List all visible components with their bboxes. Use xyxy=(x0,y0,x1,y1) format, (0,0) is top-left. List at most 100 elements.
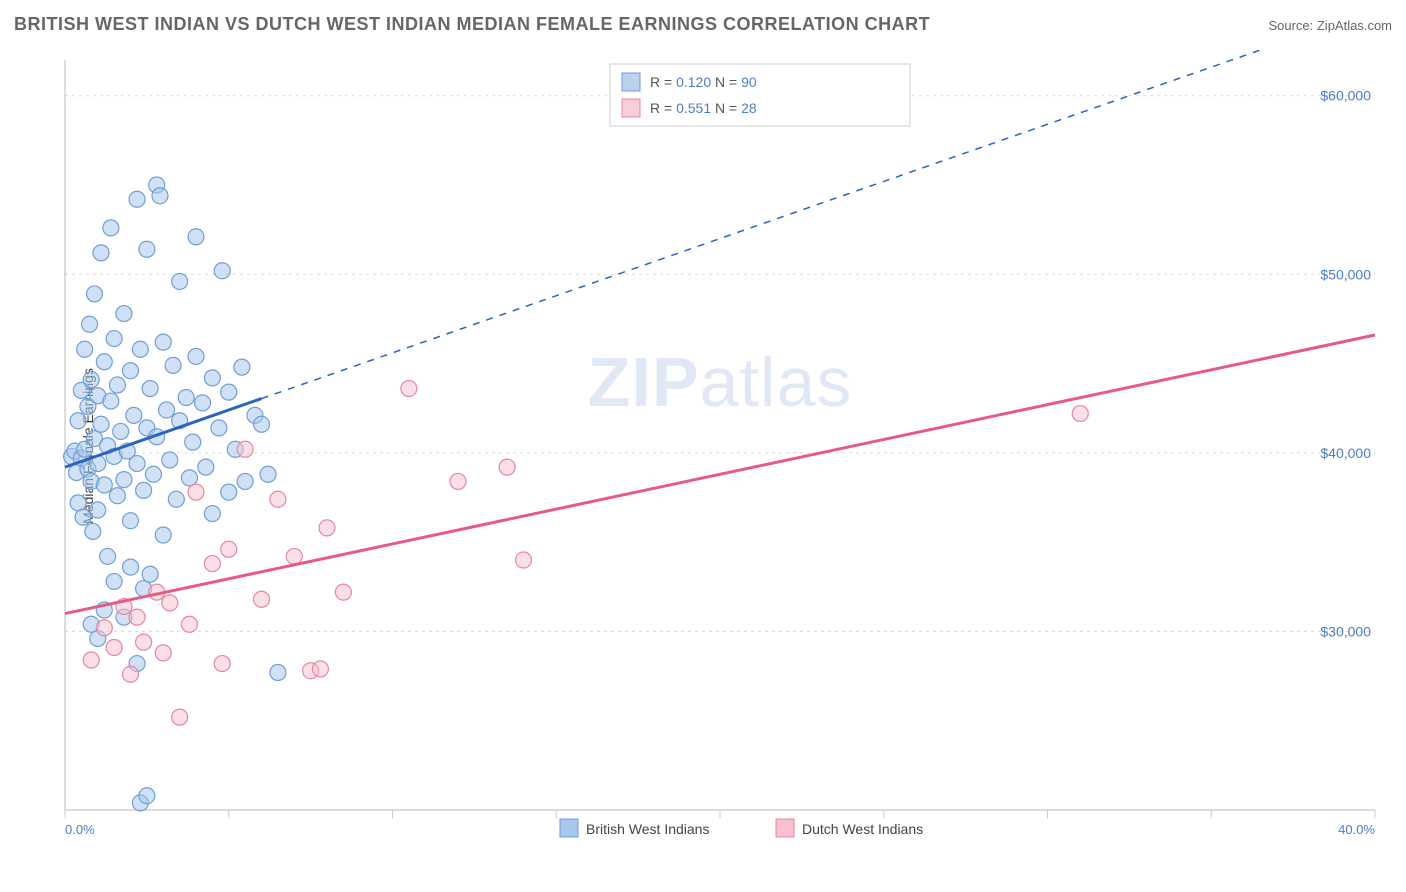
data-point xyxy=(165,357,181,373)
data-point xyxy=(100,548,116,564)
data-point xyxy=(136,482,152,498)
legend-swatch xyxy=(622,99,640,117)
data-point xyxy=(319,520,335,536)
data-point xyxy=(132,341,148,357)
source-label: Source: ZipAtlas.com xyxy=(1268,18,1392,33)
legend-correlation-entry: R = 0.120 N = 90 xyxy=(650,74,757,90)
data-point xyxy=(86,286,102,302)
data-point xyxy=(82,316,98,332)
x-tick-label: 0.0% xyxy=(65,822,95,837)
legend-correlation-entry: R = 0.551 N = 28 xyxy=(650,100,757,116)
data-point xyxy=(204,556,220,572)
data-point xyxy=(106,573,122,589)
data-point xyxy=(123,513,139,529)
data-point xyxy=(129,191,145,207)
data-point xyxy=(70,495,86,511)
data-point xyxy=(93,416,109,432)
data-point xyxy=(103,220,119,236)
data-point xyxy=(286,548,302,564)
data-point xyxy=(254,591,270,607)
plot-svg: 0.0% 40.0% $30,000 $40,000 $50,000 $60,000 R =… xyxy=(55,50,1385,840)
y-tick-label: $30,000 xyxy=(1320,623,1371,639)
data-point xyxy=(198,459,214,475)
data-point xyxy=(204,370,220,386)
data-point xyxy=(103,393,119,409)
data-point xyxy=(129,609,145,625)
data-point xyxy=(109,488,125,504)
x-tick-label: 40.0% xyxy=(1338,822,1375,837)
data-point xyxy=(123,363,139,379)
plot-area: ZIPatlas 0.0%40.0%$30,000$40,000$50,000$… xyxy=(55,50,1385,840)
y-tick-label: $50,000 xyxy=(1320,266,1371,282)
y-tick-label: $60,000 xyxy=(1320,88,1371,104)
data-point xyxy=(109,377,125,393)
data-point xyxy=(195,395,211,411)
data-point xyxy=(96,477,112,493)
data-point xyxy=(214,656,230,672)
data-point xyxy=(221,384,237,400)
legend-series-label: Dutch West Indians xyxy=(802,821,923,837)
data-point xyxy=(106,640,122,656)
data-point xyxy=(401,381,417,397)
data-point xyxy=(113,423,129,439)
data-point xyxy=(116,472,132,488)
data-point xyxy=(168,491,184,507)
series-points xyxy=(83,381,1088,726)
chart-container: BRITISH WEST INDIAN VS DUTCH WEST INDIAN… xyxy=(0,0,1406,892)
data-point xyxy=(96,354,112,370)
data-point xyxy=(270,665,286,681)
data-point xyxy=(178,390,194,406)
data-point xyxy=(77,341,93,357)
data-point xyxy=(335,584,351,600)
data-point xyxy=(139,241,155,257)
data-point xyxy=(516,552,532,568)
data-point xyxy=(254,416,270,432)
data-point xyxy=(83,652,99,668)
data-point xyxy=(312,661,328,677)
legend-swatch xyxy=(776,819,794,837)
y-tick-label: $40,000 xyxy=(1320,445,1371,461)
data-point xyxy=(221,541,237,557)
data-point xyxy=(260,466,276,482)
data-point xyxy=(188,348,204,364)
data-point xyxy=(155,527,171,543)
data-point xyxy=(221,484,237,500)
data-point xyxy=(181,616,197,632)
data-point xyxy=(270,491,286,507)
data-point xyxy=(204,506,220,522)
legend-swatch xyxy=(622,73,640,91)
data-point xyxy=(106,331,122,347)
data-point xyxy=(90,502,106,518)
legend-swatch xyxy=(560,819,578,837)
data-point xyxy=(214,263,230,279)
data-point xyxy=(139,788,155,804)
data-point xyxy=(123,559,139,575)
data-point xyxy=(211,420,227,436)
data-point xyxy=(96,620,112,636)
data-point xyxy=(142,566,158,582)
data-point xyxy=(234,359,250,375)
data-point xyxy=(188,484,204,500)
data-point xyxy=(116,306,132,322)
chart-title: BRITISH WEST INDIAN VS DUTCH WEST INDIAN… xyxy=(14,14,930,35)
data-point xyxy=(237,473,253,489)
data-point xyxy=(70,413,86,429)
data-point xyxy=(126,407,142,423)
data-point xyxy=(93,245,109,261)
data-point xyxy=(172,709,188,725)
data-point xyxy=(181,470,197,486)
data-point xyxy=(129,456,145,472)
data-point xyxy=(237,441,253,457)
data-point xyxy=(188,229,204,245)
legend-series-label: British West Indians xyxy=(586,821,709,837)
data-point xyxy=(159,402,175,418)
data-point xyxy=(1072,406,1088,422)
data-point xyxy=(142,381,158,397)
data-point xyxy=(450,473,466,489)
data-point xyxy=(85,523,101,539)
data-point xyxy=(155,334,171,350)
data-point xyxy=(155,645,171,661)
data-point xyxy=(83,372,99,388)
data-point xyxy=(185,434,201,450)
data-point xyxy=(172,273,188,289)
